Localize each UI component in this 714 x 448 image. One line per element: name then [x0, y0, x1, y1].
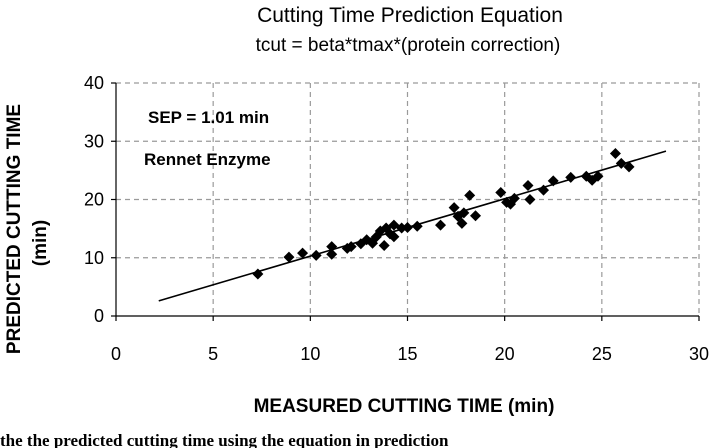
data-point [448, 202, 460, 214]
x-tick-label: 25 [592, 344, 612, 364]
data-point [411, 220, 423, 232]
x-tick-label: 30 [689, 344, 709, 364]
x-tick-label: 10 [300, 344, 320, 364]
data-point [456, 217, 468, 229]
data-point [464, 189, 476, 201]
data-point [345, 241, 357, 253]
y-tick-label: 10 [84, 248, 104, 268]
data-points [252, 147, 635, 280]
gridlines [116, 82, 700, 316]
data-point [388, 231, 400, 243]
chart-title: Cutting Time Prediction Equation [257, 4, 563, 27]
data-point [402, 221, 413, 233]
y-axis-label: PREDICTED CUTTING TIME [4, 104, 25, 354]
data-point [326, 248, 338, 260]
sep-annotation: SEP = 1.01 min [148, 108, 269, 127]
data-point [565, 171, 577, 183]
data-point [297, 247, 309, 259]
y-tick-label: 0 [94, 306, 104, 326]
data-point [522, 180, 534, 192]
chart-subtitle: tcut = beta*tmax*(protein correction) [256, 35, 561, 56]
x-tick-label: 0 [111, 344, 121, 364]
data-point [609, 147, 621, 159]
scatter-chart: Cutting Time Prediction Equation tcut = … [4, 4, 709, 417]
y-tick-label: 40 [84, 73, 104, 93]
x-axis-label: MEASURED CUTTING TIME (min) [254, 396, 555, 417]
x-tick-label: 15 [397, 344, 417, 364]
data-point [538, 184, 550, 196]
y-tick-label: 30 [84, 131, 104, 151]
x-tick-label: 20 [495, 344, 515, 364]
data-point [524, 194, 536, 205]
data-point [592, 170, 604, 182]
y-tick-label: 20 [84, 190, 104, 210]
data-point [326, 241, 338, 253]
axis-ticks: 0 10 20 30 40 0 5 10 15 20 25 30 [84, 73, 709, 364]
data-point [435, 219, 447, 231]
data-point [508, 192, 520, 204]
data-point [623, 161, 635, 173]
data-point [252, 268, 264, 280]
data-point [495, 187, 507, 199]
data-point [283, 251, 295, 263]
data-point [615, 157, 627, 169]
data-point [547, 175, 559, 187]
data-point [470, 210, 482, 222]
data-point [378, 240, 390, 252]
y-axis-unit-label: (min) [30, 220, 51, 266]
enzyme-annotation: Rennet Enzyme [144, 150, 271, 169]
caption-fragment: the the predicted cutting time using the… [0, 434, 449, 448]
data-point [458, 207, 470, 219]
data-point [310, 249, 322, 261]
x-tick-label: 5 [208, 344, 218, 364]
